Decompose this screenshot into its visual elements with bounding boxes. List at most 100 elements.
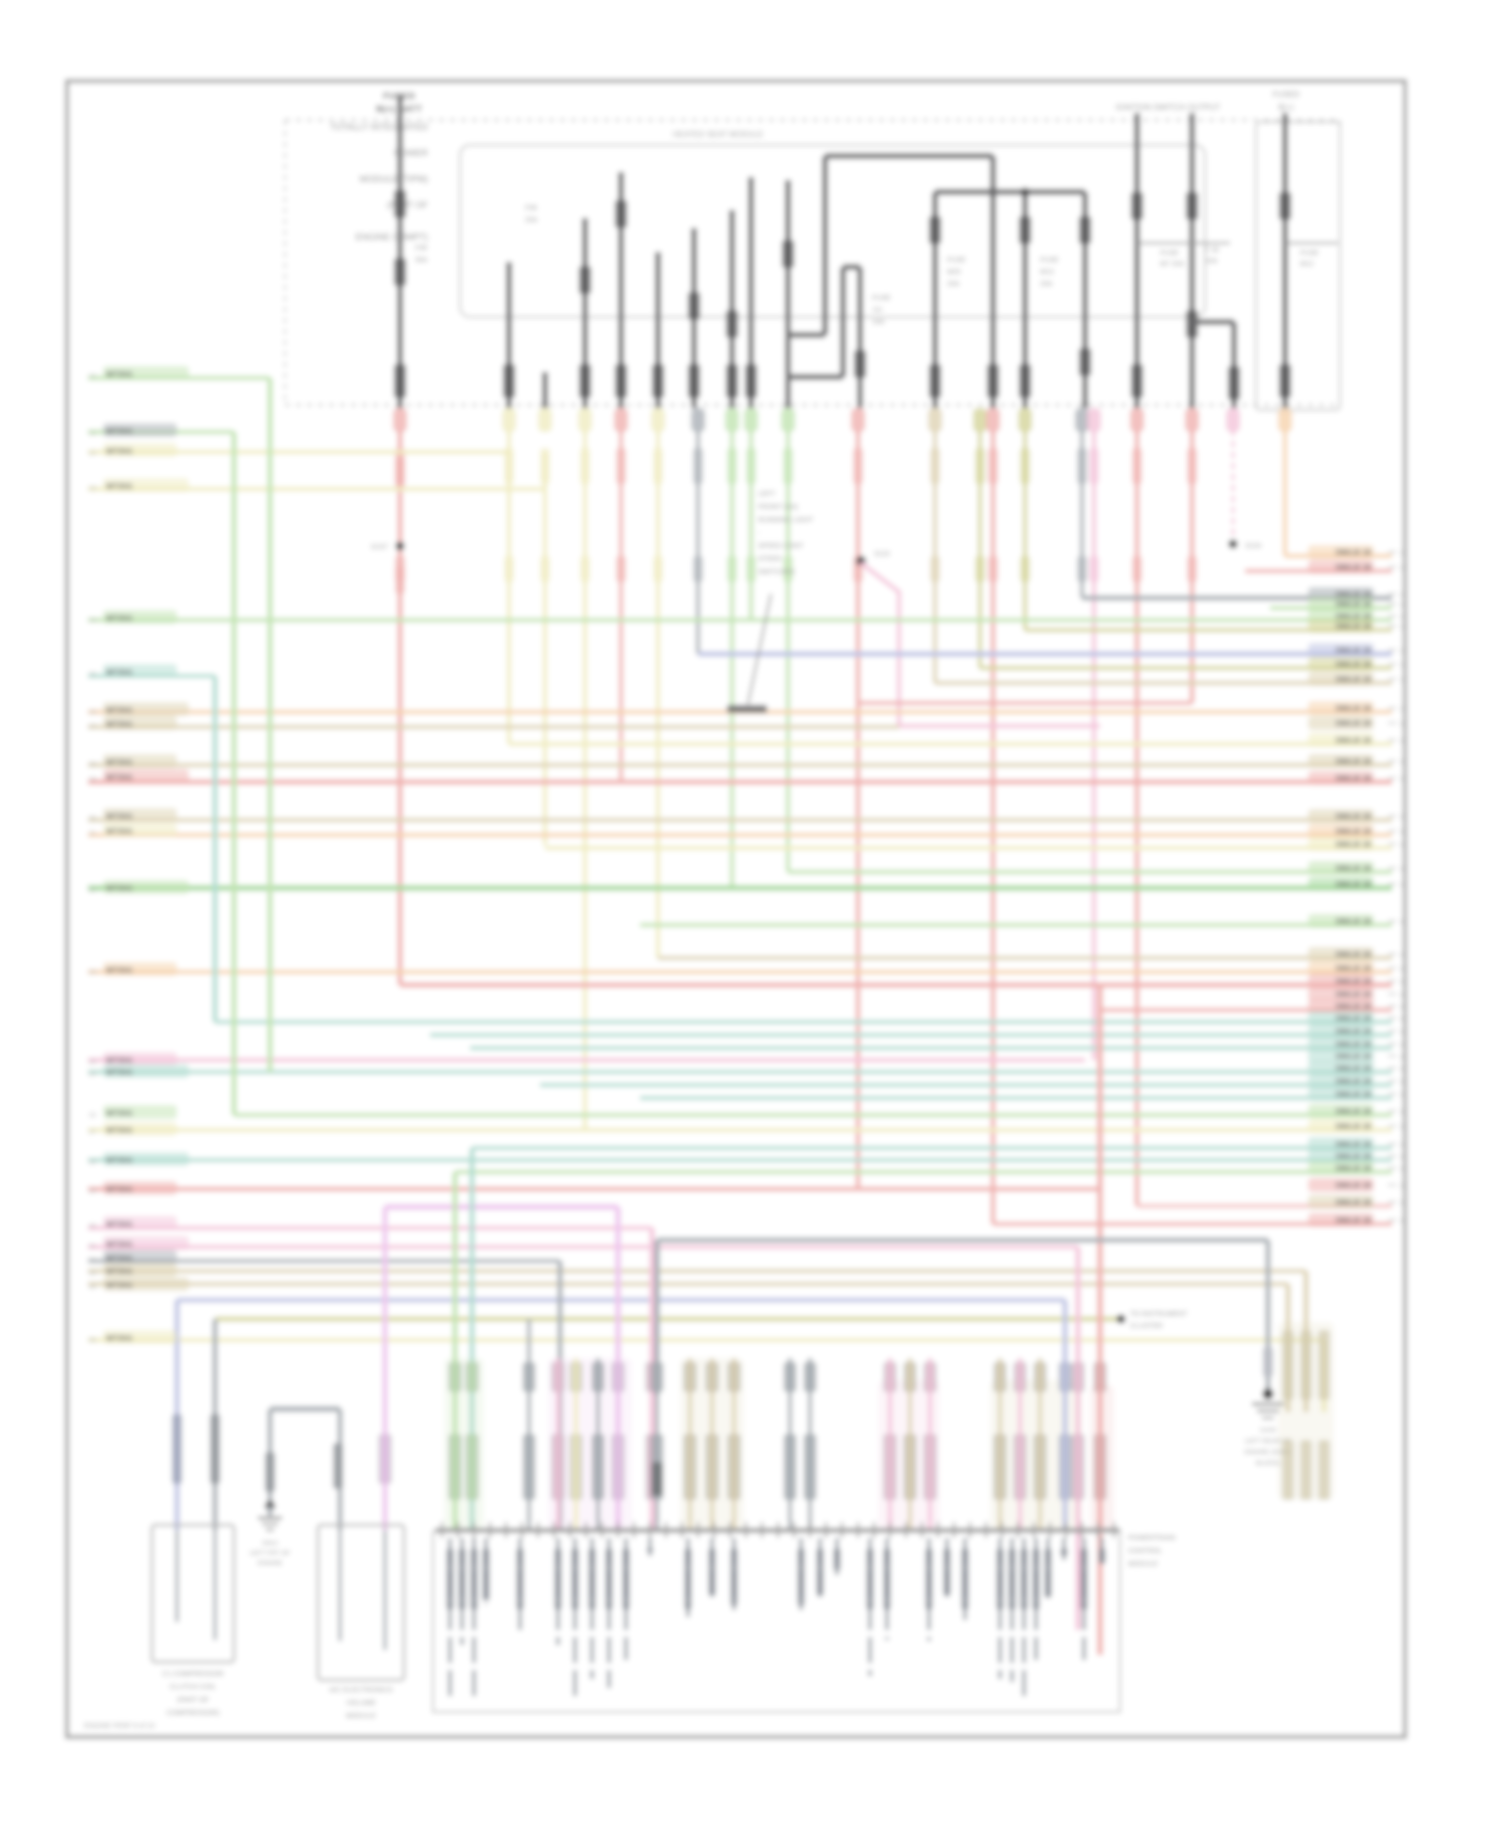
svg-text:G912: G912	[262, 1540, 278, 1547]
svg-text:26: 26	[1400, 649, 1407, 655]
svg-text:39: 39	[1400, 920, 1407, 926]
svg-text:MODULE: MODULE	[346, 1713, 376, 1720]
svg-text:FUSED: FUSED	[1272, 90, 1299, 99]
svg-text:FUSE: FUSE	[1160, 250, 1179, 257]
svg-text:FUSE: FUSE	[872, 295, 891, 302]
svg-text:DB/LB 18: DB/LB 18	[1335, 990, 1371, 999]
svg-text:WT/DG: WT/DG	[106, 773, 133, 782]
svg-text:20A: 20A	[947, 281, 960, 288]
svg-text:30: 30	[89, 1223, 97, 1230]
svg-text:C1 COMPRESSOR: C1 COMPRESSOR	[162, 1671, 223, 1678]
svg-text:WT/DG: WT/DG	[106, 1281, 133, 1290]
svg-text:WT/DG: WT/DG	[106, 370, 133, 379]
svg-text:IGNITION SWITCH OUTPUT: IGNITION SWITCH OUTPUT	[1116, 103, 1221, 112]
svg-text:ENGINE (SAME: ENGINE (SAME	[1244, 1449, 1292, 1456]
svg-text:DB/LB 18: DB/LB 18	[1335, 563, 1371, 572]
svg-text:LEFT: LEFT	[758, 491, 776, 498]
svg-text:WT/DG: WT/DG	[106, 1220, 133, 1229]
svg-text:B(+): B(+)	[1278, 103, 1294, 112]
svg-text:14: 14	[89, 617, 97, 624]
svg-text:30A: 30A	[415, 257, 428, 264]
svg-text:DB/LB 18: DB/LB 18	[1335, 917, 1371, 926]
svg-text:DB/LB 18: DB/LB 18	[1335, 1107, 1371, 1116]
svg-text:46: 46	[1400, 1030, 1407, 1036]
svg-text:42: 42	[1400, 980, 1407, 986]
svg-text:25: 25	[89, 1071, 97, 1078]
svg-text:DB/LB 18: DB/LB 18	[1335, 1140, 1371, 1149]
svg-text:WT/DG: WT/DG	[106, 827, 133, 836]
svg-text:13: 13	[89, 485, 97, 492]
svg-text:STEER: STEER	[758, 556, 781, 563]
svg-text:J11: J11	[872, 307, 883, 314]
svg-text:20A: 20A	[1040, 281, 1053, 288]
svg-text:F 30: F 30	[1205, 247, 1219, 254]
svg-text:34: 34	[1400, 815, 1407, 821]
svg-text:G107: G107	[371, 544, 388, 551]
svg-text:DB/LB 18: DB/LB 18	[1335, 612, 1371, 621]
svg-text:CLUSTER: CLUSTER	[1130, 1323, 1163, 1330]
svg-text:33: 33	[1400, 777, 1407, 783]
svg-text:28: 28	[1400, 678, 1407, 684]
svg-text:DB/LB 18: DB/LB 18	[1335, 590, 1371, 599]
svg-text:HEATED SEAT MODULE: HEATED SEAT MODULE	[673, 130, 764, 139]
svg-text:37: 37	[1400, 867, 1407, 873]
svg-text:(PART OF: (PART OF	[177, 1697, 209, 1704]
svg-text:19: 19	[89, 776, 97, 783]
svg-text:DB/LB 18: DB/LB 18	[1335, 1090, 1371, 1099]
svg-text:DB/LB 18: DB/LB 18	[1335, 736, 1371, 745]
svg-text:31: 31	[1400, 739, 1407, 745]
svg-text:WT/DG: WT/DG	[106, 1126, 133, 1135]
svg-text:M12: M12	[1300, 261, 1314, 268]
svg-text:DB/LB 18: DB/LB 18	[1335, 880, 1371, 889]
svg-text:18: 18	[89, 761, 97, 768]
svg-text:36: 36	[1400, 843, 1407, 849]
svg-text:COMPRESSOR): COMPRESSOR)	[167, 1710, 220, 1717]
svg-text:29: 29	[89, 1188, 97, 1195]
svg-text:S110: S110	[874, 551, 890, 558]
svg-text:WT/DG: WT/DG	[106, 706, 133, 715]
svg-text:35: 35	[1400, 830, 1407, 836]
svg-text:25: 25	[1400, 625, 1407, 631]
svg-text:DB/LB 18: DB/LB 18	[1335, 600, 1371, 609]
svg-text:DB/LB 18: DB/LB 18	[1335, 757, 1371, 766]
svg-text:43: 43	[1400, 993, 1407, 999]
svg-text:DB/LB 18: DB/LB 18	[1335, 1181, 1371, 1190]
svg-text:TO INSTRUMENT: TO INSTRUMENT	[1130, 1311, 1188, 1318]
svg-text:CONTROL: CONTROL	[1128, 1548, 1162, 1555]
svg-text:F38: F38	[415, 245, 427, 252]
svg-text:DB/LB 18: DB/LB 18	[1335, 950, 1371, 959]
svg-text:12: 12	[89, 450, 97, 457]
svg-text:38: 38	[1400, 883, 1407, 889]
svg-text:52: 52	[1400, 1110, 1407, 1116]
svg-text:WT/DG: WT/DG	[106, 427, 133, 436]
svg-text:WT/DG: WT/DG	[106, 482, 133, 491]
svg-text:56: 56	[1400, 1167, 1407, 1173]
svg-text:VOLUME: VOLUME	[346, 1700, 376, 1707]
svg-text:DB/LB 18: DB/LB 18	[1335, 1216, 1371, 1225]
svg-text:WT/DG: WT/DG	[106, 1254, 133, 1263]
svg-text:DB/LB 18: DB/LB 18	[1335, 1077, 1371, 1086]
svg-text:LEFT FRT OF: LEFT FRT OF	[250, 1550, 291, 1557]
svg-text:G100: G100	[1260, 1427, 1276, 1434]
svg-text:15A: 15A	[1205, 258, 1218, 265]
svg-text:DB/LB 18: DB/LB 18	[1335, 646, 1371, 655]
svg-text:DB/LB 18: DB/LB 18	[1335, 964, 1371, 973]
svg-text:41: 41	[1400, 967, 1407, 973]
svg-text:40: 40	[1400, 953, 1407, 959]
svg-text:DB/LB 18: DB/LB 18	[1335, 1198, 1371, 1207]
svg-text:DB/LB 18: DB/LB 18	[1335, 1122, 1371, 1131]
svg-text:DB/LB 18: DB/LB 18	[1335, 1002, 1371, 1011]
svg-text:31: 31	[89, 1243, 97, 1250]
svg-text:POWER: POWER	[394, 148, 429, 158]
svg-text:23: 23	[89, 969, 97, 976]
svg-text:WT/DG: WT/DG	[106, 614, 133, 623]
svg-text:51: 51	[1400, 1093, 1407, 1099]
svg-text:WT/DG: WT/DG	[106, 668, 133, 677]
svg-text:S104: S104	[1245, 543, 1261, 550]
svg-text:A/C ELECTRONICS: A/C ELECTRONICS	[329, 1687, 393, 1694]
svg-text:55: 55	[1400, 1155, 1407, 1161]
svg-text:DB/LB 18: DB/LB 18	[1335, 774, 1371, 783]
svg-text:15: 15	[89, 671, 97, 678]
svg-text:27: 27	[89, 1129, 97, 1136]
svg-text:DB/LB 18: DB/LB 18	[1335, 1164, 1371, 1173]
